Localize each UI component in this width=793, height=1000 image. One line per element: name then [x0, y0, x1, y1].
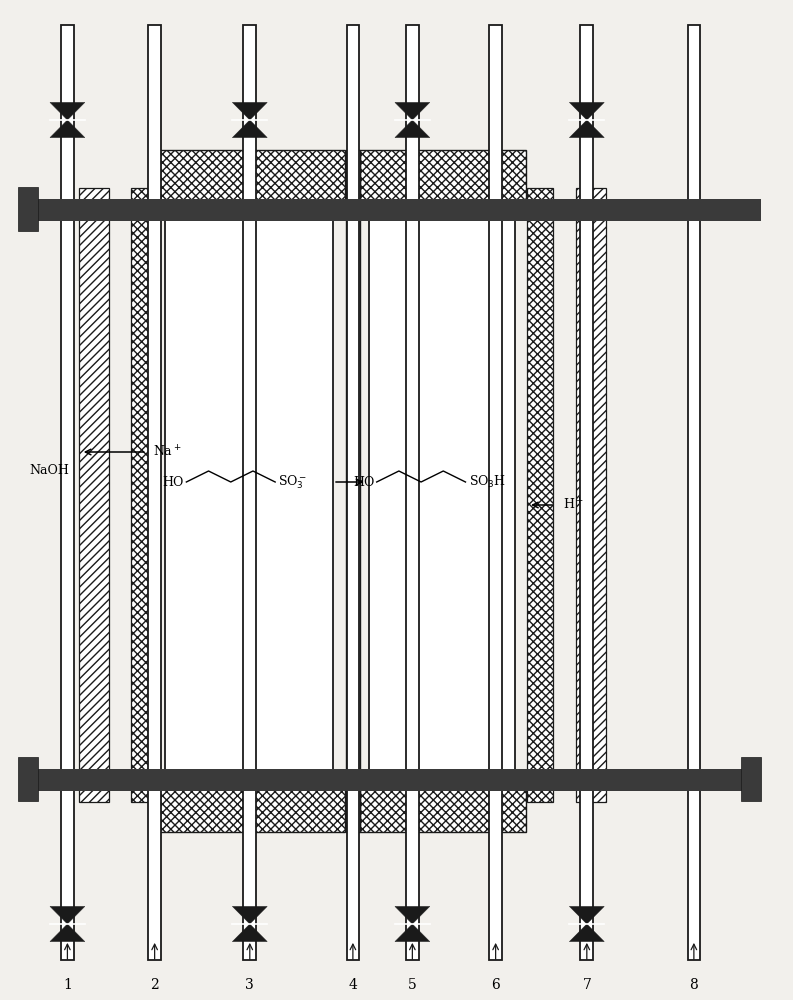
Bar	[580, 25, 593, 960]
Bar	[347, 25, 359, 960]
Text: HO: HO	[353, 476, 374, 488]
Text: NaOH: NaOH	[29, 464, 69, 477]
Polygon shape	[232, 120, 267, 138]
Polygon shape	[569, 924, 604, 942]
Text: 7: 7	[582, 978, 592, 992]
Bar	[79, 188, 109, 802]
Text: 6: 6	[491, 978, 500, 992]
Bar	[346, 150, 360, 832]
Bar	[18, 187, 38, 231]
Polygon shape	[50, 102, 85, 120]
Polygon shape	[395, 102, 430, 120]
Text: 1: 1	[63, 978, 72, 992]
Bar	[165, 210, 333, 777]
Bar	[360, 150, 526, 210]
Bar	[155, 150, 345, 210]
Bar	[406, 25, 419, 960]
Polygon shape	[50, 120, 85, 138]
Polygon shape	[232, 102, 267, 120]
Polygon shape	[232, 906, 267, 924]
Polygon shape	[50, 924, 85, 942]
Bar	[155, 777, 345, 832]
Polygon shape	[395, 924, 430, 942]
Bar	[148, 25, 161, 960]
Text: H$^+$: H$^+$	[563, 497, 584, 513]
Polygon shape	[50, 906, 85, 924]
Bar	[131, 188, 157, 802]
Text: 2: 2	[150, 978, 159, 992]
Bar	[243, 25, 256, 960]
Text: 3: 3	[245, 978, 255, 992]
Polygon shape	[232, 924, 267, 942]
Bar	[527, 188, 553, 802]
Bar	[61, 25, 74, 960]
Polygon shape	[569, 102, 604, 120]
Polygon shape	[569, 906, 604, 924]
Polygon shape	[395, 120, 430, 138]
Text: 8: 8	[689, 978, 699, 992]
Text: 5: 5	[408, 978, 417, 992]
Text: Na$^+$: Na$^+$	[153, 444, 182, 460]
Bar	[360, 777, 526, 832]
Bar	[33, 199, 761, 221]
Bar	[489, 25, 502, 960]
Bar	[18, 757, 38, 801]
Bar	[741, 757, 761, 801]
Bar	[576, 188, 606, 802]
Text: SO$_3^-$: SO$_3^-$	[278, 473, 308, 491]
Text: 4: 4	[348, 978, 358, 992]
Text: SO$_3$H: SO$_3$H	[469, 474, 506, 490]
Text: HO: HO	[163, 476, 184, 488]
Polygon shape	[395, 906, 430, 924]
Bar	[33, 769, 761, 791]
Bar	[369, 210, 515, 777]
Polygon shape	[569, 120, 604, 138]
Bar	[688, 25, 700, 960]
